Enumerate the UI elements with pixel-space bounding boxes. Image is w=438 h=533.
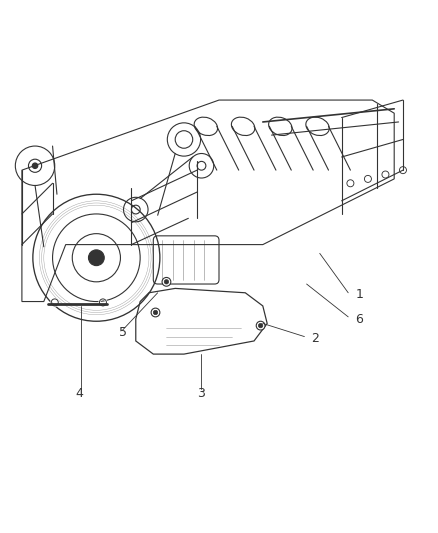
Circle shape <box>32 163 38 168</box>
Text: 4: 4 <box>75 387 83 400</box>
Text: 5: 5 <box>119 326 127 338</box>
Circle shape <box>151 308 160 317</box>
Circle shape <box>153 310 158 314</box>
Circle shape <box>164 280 169 284</box>
Text: 6: 6 <box>355 312 363 326</box>
Circle shape <box>256 321 265 330</box>
Circle shape <box>258 324 263 328</box>
Circle shape <box>88 250 104 265</box>
Text: 3: 3 <box>198 387 205 400</box>
Text: 1: 1 <box>355 288 363 302</box>
Circle shape <box>162 278 171 286</box>
Text: 2: 2 <box>311 332 319 345</box>
